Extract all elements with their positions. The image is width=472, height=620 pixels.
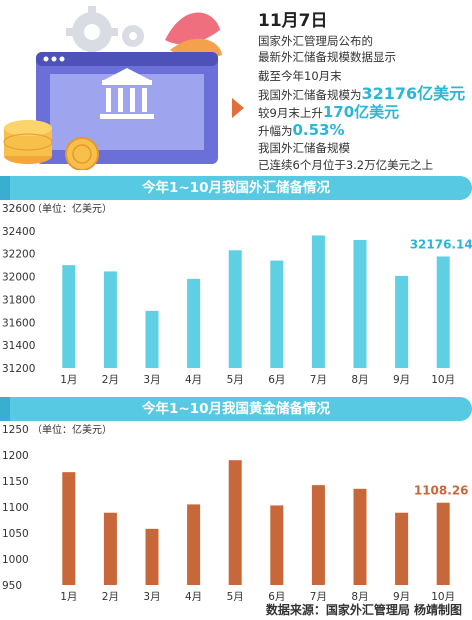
bar-5月: [228, 460, 242, 585]
bank-screen: [36, 52, 218, 164]
bar-2月: [103, 512, 117, 585]
y-tick-label: 32600: [2, 203, 35, 215]
bar-10月: [436, 502, 450, 585]
summary-line-6: 已连续6个月位于3.2万亿美元之上: [258, 158, 434, 172]
bar-3月: [145, 528, 159, 585]
x-tick-label: 9月: [393, 591, 410, 601]
bank-icon: [100, 68, 154, 119]
x-tick-label: 9月: [393, 374, 410, 386]
intro-line-1: 国家外汇管理局公布的: [258, 34, 373, 48]
gold-reserve-chart: （单位：亿美元） 950 1000 1050 1100 1150 1200 1250 1月 2月 3…: [2, 423, 469, 601]
chart1-title: 今年1~10月我国外汇储备情况: [0, 176, 472, 200]
summary-line-3: 较9月末上升170亿美元: [258, 104, 472, 122]
bar-1月: [62, 265, 76, 368]
gear-icon: [66, 6, 144, 58]
summary-line-1: 截至今年10月末: [258, 69, 342, 83]
y-tick-label: 31800: [2, 294, 35, 306]
bar-4月: [187, 504, 201, 585]
x-tick-label: 2月: [102, 591, 119, 601]
x-tick-label: 3月: [143, 591, 160, 601]
x-tick-label: 8月: [351, 374, 368, 386]
bar-6月: [270, 505, 284, 585]
bar-9月: [395, 512, 409, 585]
coins-icon: [3, 120, 99, 170]
data-label-last: 1108.26: [414, 484, 469, 498]
x-tick-label: 2月: [102, 374, 119, 386]
date-title: 11月7日: [258, 11, 328, 31]
reserve-total: 32176亿美元: [361, 84, 466, 103]
y-tick-label: 31600: [2, 317, 35, 329]
y-tick-label: 1200: [2, 450, 29, 462]
data-label-last: 32176.14: [410, 237, 472, 251]
bar-6月: [270, 260, 284, 368]
y-tick-label: 31400: [2, 340, 35, 352]
x-tick-label: 6月: [268, 591, 285, 601]
x-tick-label: 4月: [185, 374, 202, 386]
y-tick-label: 31200: [2, 363, 35, 375]
source-footer: 数据来源：国家外汇管理局 杨靖制图: [265, 603, 462, 617]
forex-reserve-chart: （单位：亿美元） 31200 31400 31600 31800 32000 32200 32…: [2, 202, 472, 386]
x-tick-label: 7月: [310, 591, 327, 601]
y-tick-label: 1100: [2, 502, 29, 514]
bar-8月: [353, 488, 367, 585]
y-tick-label: 950: [2, 580, 22, 592]
x-tick-label: 4月: [185, 591, 202, 601]
intro-line-2: 最新外汇储备规模数据显示: [258, 50, 396, 64]
summary-line-3-text: 较9月末上升: [258, 106, 323, 120]
y-tick-label: 1250: [2, 424, 29, 436]
x-tick-label: 1月: [60, 591, 77, 601]
y-tick-label: 1150: [2, 476, 29, 488]
y-tick-label: 32400: [2, 226, 35, 238]
unit-label: （单位：亿美元）: [32, 202, 112, 215]
y-tick-label: 1050: [2, 528, 29, 540]
arrow-right-icon: [232, 98, 244, 118]
summary-line-2-text: 我国外汇储备规模为: [258, 88, 362, 102]
increase-rate: 0.53%: [292, 121, 345, 139]
summary-block: 截至今年10月末 我国外汇储备规模为32176亿美元 较9月末上升170亿美元 …: [258, 68, 472, 174]
x-tick-label: 5月: [227, 591, 244, 601]
hero-illustration: [3, 6, 244, 170]
x-tick-label: 1月: [60, 374, 77, 386]
reserve-increase: 170亿美元: [322, 103, 400, 121]
bar-7月: [311, 235, 325, 368]
y-tick-label: 32000: [2, 272, 35, 284]
y-tick-label: 32200: [2, 249, 35, 261]
bar-5月: [228, 250, 242, 368]
y-tick-label: 1000: [2, 554, 29, 566]
bar-7月: [311, 485, 325, 585]
bar-10月: [436, 256, 450, 368]
x-tick-label: 8月: [351, 591, 368, 601]
bar-4月: [187, 278, 201, 368]
x-tick-label: 10月: [431, 591, 455, 601]
summary-line-2: 我国外汇储备规模为32176亿美元: [258, 85, 472, 104]
chart2-title: 今年1~10月我国黄金储备情况: [0, 397, 472, 421]
bar-2月: [103, 271, 117, 368]
summary-line-5: 我国外汇储备规模: [258, 141, 350, 155]
bar-1月: [62, 472, 76, 585]
bar-8月: [353, 240, 367, 368]
x-tick-label: 10月: [431, 374, 455, 386]
bar-9月: [395, 275, 409, 368]
x-tick-label: 3月: [143, 374, 160, 386]
summary-line-4: 升幅为0.53%: [258, 122, 472, 140]
x-tick-label: 5月: [227, 374, 244, 386]
unit-label: （单位：亿美元）: [32, 423, 112, 436]
x-tick-label: 7月: [310, 374, 327, 386]
bar-3月: [145, 310, 159, 368]
summary-line-4-text: 升幅为: [258, 124, 293, 138]
x-tick-label: 6月: [268, 374, 285, 386]
header-text: 11月7日 国家外汇管理局公布的 最新外汇储备规模数据显示: [258, 6, 472, 65]
